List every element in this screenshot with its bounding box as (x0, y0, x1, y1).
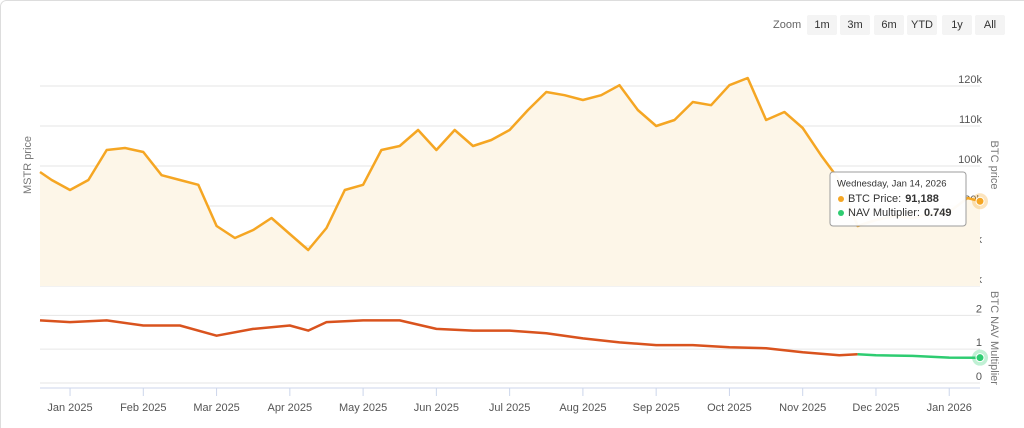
tooltip-dot (838, 210, 844, 216)
zoom-bar: Zoom 1m 3m 6m YTD 1y All (773, 15, 1005, 35)
x-tick-label: May 2025 (339, 402, 387, 414)
right-axis-title: BTC price (988, 141, 1000, 190)
y-tick-label: 110k (959, 114, 983, 126)
x-tick-label: Aug 2025 (559, 402, 606, 414)
x-tick-label: Dec 2025 (852, 402, 899, 414)
y-tick-label: 120k (958, 74, 982, 86)
zoom-button-label: 1y (951, 19, 963, 31)
y-tick-label: 2 (976, 303, 982, 315)
x-tick-label: Apr 2025 (268, 402, 313, 414)
zoom-button[interactable]: 1m (807, 15, 837, 35)
zoom-button-label: 6m (881, 19, 896, 31)
x-tick-label: Mar 2025 (193, 402, 239, 414)
tooltip-dot (838, 196, 844, 202)
zoom-button-bg (840, 15, 870, 35)
tooltip-label: BTC Price: (848, 193, 901, 205)
x-tick-label: Oct 2025 (707, 402, 752, 414)
x-tick-label: Nov 2025 (779, 402, 826, 414)
zoom-button-label: 1m (814, 19, 829, 31)
zoom-button-bg (975, 15, 1005, 35)
zoom-button-bg (907, 15, 937, 35)
x-tick-label: Jan 2026 (927, 402, 972, 414)
x-tick-label: Feb 2025 (120, 402, 166, 414)
x-tick-label: Sep 2025 (633, 402, 680, 414)
zoom-button-bg (874, 15, 904, 35)
line (39, 319, 858, 357)
tooltip-date: Wednesday, Jan 14, 2026 (837, 179, 947, 190)
line (857, 353, 981, 359)
left-axis-title: MSTR price (22, 136, 34, 194)
tooltip-row: NAV Multiplier: 0.749 (848, 207, 951, 219)
zoom-button[interactable]: All (975, 15, 1005, 35)
y-tick-label: 1 (976, 337, 982, 349)
zoom-button[interactable]: 3m (840, 15, 870, 35)
zoom-label: Zoom (773, 19, 801, 31)
tooltip-row: BTC Price: 91,188 (848, 193, 939, 205)
hover-point (975, 196, 985, 206)
tooltip-value: 91,188 (905, 193, 939, 205)
hover-point (975, 353, 985, 363)
zoom-button-label: 3m (847, 19, 862, 31)
tooltip-label: NAV Multiplier: (848, 207, 920, 219)
right-axis-title: BTC NAV Multiplier (988, 291, 1000, 385)
zoom-button[interactable]: YTD (907, 15, 937, 35)
y-tick-label: 0 (976, 371, 982, 383)
zoom-button[interactable]: 6m (874, 15, 904, 35)
zoom-button-bg (807, 15, 837, 35)
y-tick-label: 100k (958, 154, 982, 166)
line (39, 76, 981, 252)
zoom-button-label: YTD (911, 19, 933, 31)
tooltip: Wednesday, Jan 14, 2026 BTC Price: 91,188 N… (829, 171, 967, 227)
x-tick-label: Jun 2025 (414, 402, 459, 414)
tooltip-value: 0.749 (924, 207, 952, 219)
area-fill (40, 78, 980, 286)
zoom-button-label: All (984, 19, 996, 31)
zoom-button-bg (942, 15, 972, 35)
x-tick-label: Jul 2025 (489, 402, 531, 414)
x-tick-label: Jan 2025 (47, 402, 92, 414)
zoom-button[interactable]: 1y (942, 15, 972, 35)
tooltip-box (829, 171, 967, 227)
